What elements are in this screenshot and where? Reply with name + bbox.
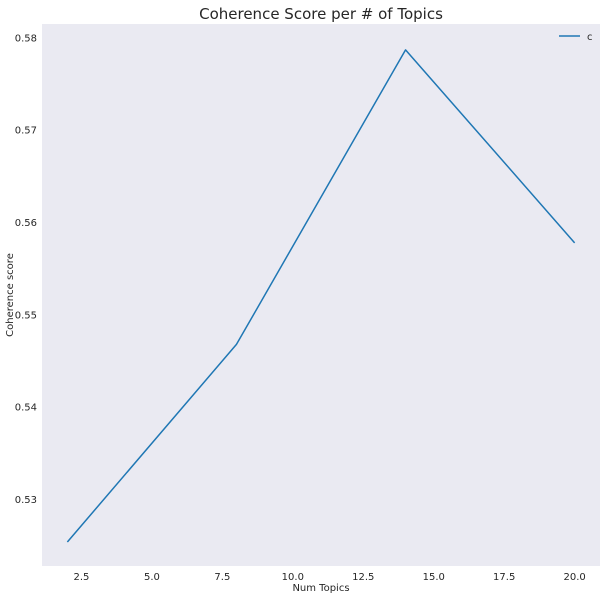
legend-label-c: c [587,32,593,43]
x-tick-label: 12.5 [352,572,374,583]
y-tick-label: 0.56 [15,218,37,229]
x-tick-label: 7.5 [214,572,230,583]
y-tick-label: 0.55 [15,310,37,321]
y-tick-label: 0.58 [15,33,37,44]
x-tick-label: 15.0 [423,572,445,583]
y-tick-label: 0.54 [15,403,37,414]
y-axis-label: Coherence score [5,253,16,337]
chart-title: Coherence Score per # of Topics [199,5,443,23]
y-axis-ticks: 0.53 0.54 0.55 0.56 0.57 0.58 [15,33,37,506]
plot-area [42,24,600,566]
x-tick-label: 20.0 [564,572,586,583]
series-line-c [66,49,576,543]
x-tick-label: 2.5 [74,572,90,583]
legend: c [559,32,593,43]
y-tick-label: 0.53 [15,495,37,506]
x-axis-label: Num Topics [292,583,349,594]
x-axis-ticks: 2.5 5.0 7.5 10.0 12.5 15.0 17.5 20.0 [74,572,586,583]
x-tick-label: 10.0 [282,572,304,583]
x-tick-label: 5.0 [144,572,160,583]
y-tick-label: 0.57 [15,126,37,137]
x-tick-label: 17.5 [493,572,515,583]
